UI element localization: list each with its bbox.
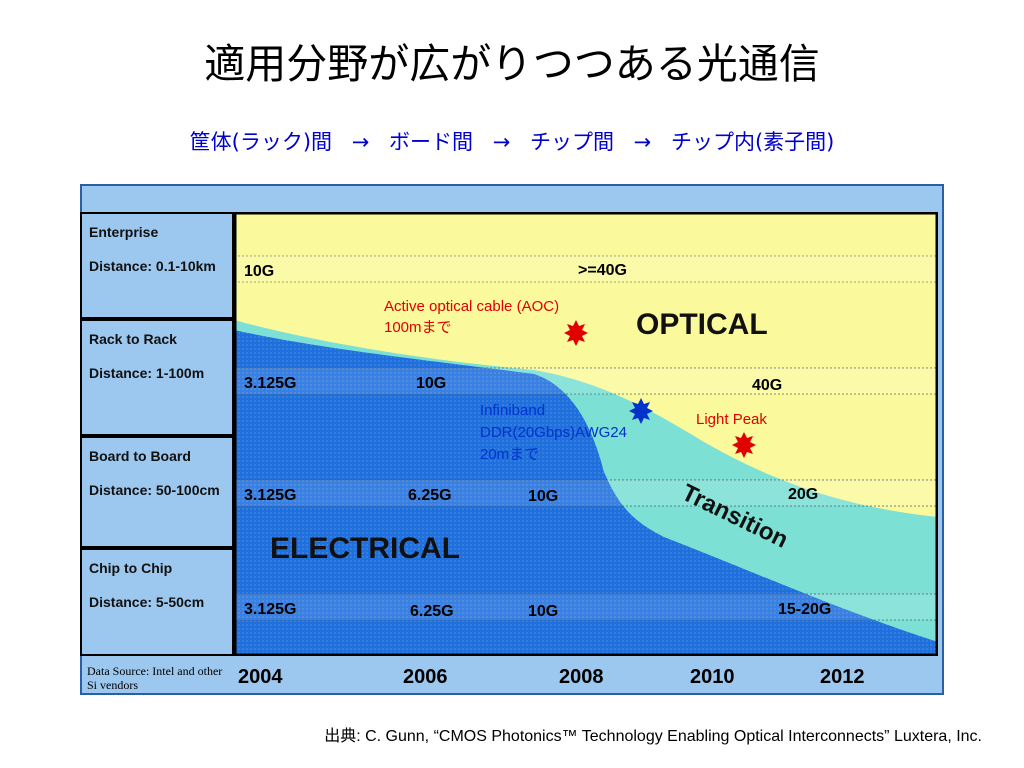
step-in-chip: チップ内(素子間)	[670, 130, 835, 154]
infiniband-line1: Infiniband	[480, 402, 545, 419]
arrow-3: →	[633, 130, 652, 154]
speed-chip-10g: 10G	[528, 603, 558, 620]
arrow-1: →	[351, 130, 370, 154]
tier-enterprise: Enterprise Distance: 0.1-10km	[80, 212, 234, 319]
light-peak-annotation: Light Peak	[696, 411, 767, 428]
speed-chip-3125g: 3.125G	[244, 601, 296, 618]
step-rack: 筐体(ラック)間	[189, 130, 333, 154]
tier-rack-distance: Distance: 1-100m	[89, 365, 205, 381]
speed-board-625g: 6.25G	[408, 487, 452, 504]
aoc-annotation-line1: Active optical cable (AOC)	[384, 298, 559, 315]
year-2006: 2006	[403, 666, 448, 688]
tier-enterprise-distance: Distance: 0.1-10km	[89, 258, 216, 274]
infiniband-star-icon	[629, 398, 653, 424]
speed-rack-40g: 40G	[752, 377, 782, 394]
speed-ent-40g: >=40G	[578, 262, 627, 279]
optical-label: OPTICAL	[636, 308, 768, 341]
infiniband-line2: DDR(20Gbps)AWG24	[480, 424, 627, 441]
plot-frame	[234, 212, 938, 656]
year-2012: 2012	[820, 666, 865, 688]
data-source-note: Data Source: Intel and other Si vendors	[87, 664, 223, 692]
speed-band-chip	[234, 593, 938, 621]
aoc-star-icon	[564, 320, 588, 346]
speed-chip-625g: 6.25G	[410, 603, 454, 620]
speed-board-10g: 10G	[528, 488, 558, 505]
tier-board-name: Board to Board	[89, 448, 191, 464]
tier-chip-name: Chip to Chip	[89, 560, 173, 576]
speed-band-enterprise	[234, 255, 938, 283]
tier-enterprise-name: Enterprise	[89, 224, 159, 240]
tier-chip-distance: Distance: 5-50cm	[89, 594, 205, 610]
citation: 出典: C. Gunn, “CMOS Photonics™ Technology…	[324, 728, 982, 745]
electrical-texture	[234, 330, 938, 656]
speed-rack-3125g: 3.125G	[244, 375, 296, 392]
page-title: 適用分野が広がりつつある光通信	[204, 40, 820, 88]
year-2008: 2008	[559, 666, 604, 688]
speed-chip-1520g: 15-20G	[778, 601, 831, 618]
speed-rack-10g: 10G	[416, 375, 446, 392]
tier-board: Board to Board Distance: 50-100cm	[80, 436, 234, 548]
year-2004: 2004	[238, 666, 283, 688]
speed-band-board	[234, 479, 938, 507]
electrical-label: ELECTRICAL	[270, 532, 460, 565]
speed-ent-10g: 10G	[244, 263, 274, 280]
tier-rack-name: Rack to Rack	[89, 331, 177, 347]
aoc-annotation-line2: 100mまで	[384, 319, 452, 336]
tier-board-distance: Distance: 50-100cm	[89, 482, 220, 498]
year-2010: 2010	[690, 666, 735, 688]
speed-board-20g: 20G	[788, 486, 818, 503]
step-board: ボード間	[389, 130, 473, 154]
subtitle-progression: 筐体(ラック)間 → ボード間 → チップ間 → チップ内(素子間)	[0, 126, 1024, 156]
region-plot: 10G >=40G 3.125G 10G 40G 3.125G 6.25G 10…	[234, 212, 938, 656]
arrow-2: →	[492, 130, 511, 154]
light-peak-star-icon	[732, 432, 756, 458]
infiniband-line3: 20mまで	[480, 446, 539, 463]
speed-board-3125g: 3.125G	[244, 487, 296, 504]
speed-band-rack	[234, 367, 938, 395]
tier-chip: Chip to Chip Distance: 5-50cm	[80, 548, 234, 656]
step-chip: チップ間	[529, 130, 614, 154]
tier-rack: Rack to Rack Distance: 1-100m	[80, 319, 234, 436]
